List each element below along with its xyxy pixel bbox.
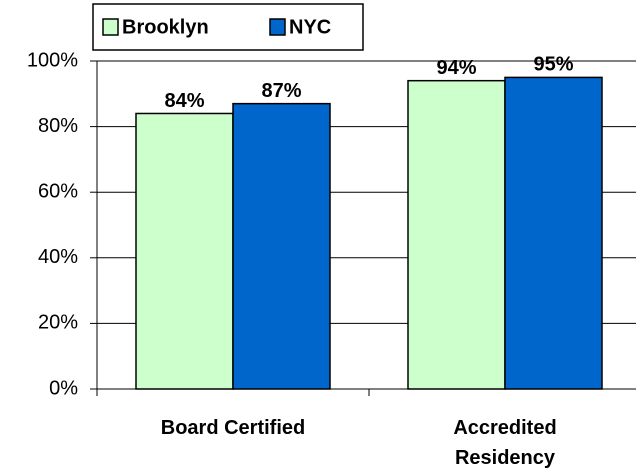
y-tick-label: 0% (49, 377, 78, 399)
legend-label: Brooklyn (122, 16, 209, 38)
bar (135, 112, 234, 390)
y-tick-label: 20% (38, 312, 78, 334)
legend-swatch (269, 18, 286, 36)
legend-swatch (102, 18, 119, 36)
y-tick-label: 100% (27, 49, 78, 71)
data-label: 95% (533, 54, 573, 76)
y-tick-label: 40% (38, 246, 78, 268)
data-label: 87% (261, 80, 301, 102)
bar (407, 79, 506, 390)
x-tick-label: Board Certified (160, 417, 306, 439)
y-tick-label: 80% (38, 115, 78, 137)
x-tick-label: Accredited Residency (453, 417, 557, 469)
y-tick-label: 60% (38, 180, 78, 202)
data-label: 94% (436, 57, 476, 79)
legend-label: NYC (289, 16, 331, 38)
legend-box (92, 3, 364, 51)
bar (504, 76, 603, 390)
data-label: 84% (164, 90, 204, 112)
bar (232, 102, 331, 390)
